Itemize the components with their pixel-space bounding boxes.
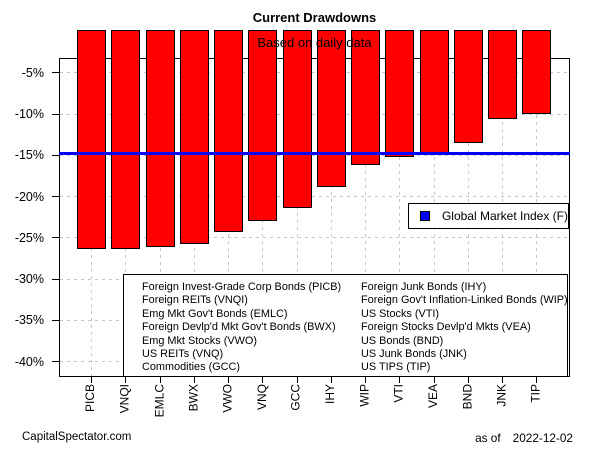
bar-ihy bbox=[316, 30, 346, 187]
bar-vnq bbox=[248, 30, 278, 221]
h-gridline bbox=[60, 196, 569, 197]
legend-square-icon bbox=[420, 211, 430, 221]
x-axis-label-ihy: IHY bbox=[323, 384, 338, 405]
x-axis-label-wip: WIP bbox=[357, 384, 372, 407]
h-gridline bbox=[60, 72, 569, 74]
y-axis-label: -30% bbox=[14, 272, 44, 286]
x-axis-label-vti: VTI bbox=[391, 384, 406, 403]
y-tick bbox=[52, 196, 59, 197]
legend-entry: Emg Mkt Gov't Bonds (EMLC) bbox=[142, 307, 288, 320]
y-axis-label: -35% bbox=[14, 313, 44, 328]
y-tick bbox=[52, 72, 59, 74]
h-gridline bbox=[60, 113, 569, 115]
bar-jnk bbox=[488, 30, 517, 120]
v-gridline bbox=[330, 59, 332, 376]
reference-legend-label: Global Market Index (F) bbox=[441, 209, 568, 223]
asset-legend-left-column: Foreign Invest-Grade Corp Bonds (PICB) Fo… bbox=[142, 281, 341, 375]
x-axis-label-vnq: VNQ bbox=[254, 384, 269, 411]
v-gridline bbox=[296, 59, 298, 376]
y-tick bbox=[52, 319, 59, 321]
legend-entry: US Stocks (VTI) bbox=[361, 307, 440, 320]
legend-entry: Foreign Devlp'd Mkt Gov't Bonds (BWX) bbox=[142, 321, 336, 334]
x-tick bbox=[262, 377, 264, 383]
y-tick bbox=[52, 154, 59, 156]
v-gridline bbox=[399, 59, 401, 376]
y-tick bbox=[52, 237, 59, 239]
as-of-date: as of 2022-12-02 bbox=[475, 431, 573, 445]
x-axis-label-vea: VEA bbox=[426, 384, 440, 409]
h-gridline bbox=[60, 154, 569, 156]
x-tick bbox=[433, 377, 435, 383]
y-axis-label: -5% bbox=[21, 65, 44, 80]
chart-title: Current Drawdowns bbox=[252, 10, 377, 25]
x-axis-label-vnqi: VNQI bbox=[117, 384, 132, 414]
legend-entry: Commodities (GCC) bbox=[142, 361, 241, 374]
y-tick bbox=[52, 278, 59, 280]
x-axis-label-emlc: EMLC bbox=[152, 384, 166, 418]
bar-wip bbox=[351, 30, 380, 165]
x-tick bbox=[193, 377, 195, 383]
x-tick bbox=[399, 377, 401, 383]
legend-entry: Foreign Junk Bonds (IHY) bbox=[361, 281, 487, 293]
y-tick bbox=[52, 361, 59, 362]
x-tick bbox=[91, 377, 92, 383]
chart-subtitle: Based on daily data bbox=[257, 35, 372, 50]
bar-emlc bbox=[145, 30, 175, 247]
asset-legend-box: Foreign Invest-Grade Corp Bonds (PICB) Fo… bbox=[123, 274, 568, 377]
legend-entry: Emg Mkt Stocks (VWO) bbox=[142, 334, 257, 347]
x-tick bbox=[330, 377, 332, 383]
x-axis-label-bwx: BWX bbox=[186, 384, 201, 412]
asset-legend-right-column: Foreign Junk Bonds (IHY) Foreign Gov't In… bbox=[361, 281, 568, 375]
y-axis-label: -25% bbox=[14, 230, 44, 245]
legend-entry: Foreign REITs (VNQI) bbox=[142, 294, 248, 307]
x-tick bbox=[502, 377, 503, 383]
legend-entry: Foreign Stocks Devlp'd Mkts (VEA) bbox=[361, 321, 531, 334]
y-axis-label: -20% bbox=[14, 189, 44, 204]
legend-entry: US TIPS (TIP) bbox=[361, 361, 431, 374]
bar-vea bbox=[419, 30, 449, 156]
x-axis-label-tip: TIP bbox=[528, 384, 543, 403]
x-axis-label-picb: PICB bbox=[83, 384, 98, 413]
x-tick bbox=[159, 377, 161, 383]
legend-entry: Foreign Gov't Inflation-Linked Bonds (WI… bbox=[361, 294, 568, 307]
as-of-label: as of bbox=[475, 431, 501, 445]
x-axis-label-vwo: VWO bbox=[220, 384, 235, 413]
y-axis-label: -40% bbox=[14, 354, 44, 369]
x-axis-label-gcc: GCC bbox=[289, 384, 303, 411]
bar-vwo bbox=[214, 30, 243, 233]
x-tick bbox=[125, 377, 127, 383]
global-market-index-line bbox=[59, 152, 570, 156]
x-tick bbox=[365, 377, 366, 383]
bar-tip bbox=[522, 30, 552, 115]
reference-legend-box: Global Market Index (F) bbox=[408, 203, 569, 229]
bar-vti bbox=[385, 30, 415, 158]
v-gridline bbox=[365, 59, 366, 376]
bar-bnd bbox=[453, 30, 483, 144]
x-tick bbox=[467, 377, 469, 383]
x-axis-label-bnd: BND bbox=[460, 384, 475, 410]
x-axis-label-jnk: JNK bbox=[494, 384, 509, 407]
y-tick bbox=[52, 113, 59, 115]
legend-entry: Foreign Invest-Grade Corp Bonds (PICB) bbox=[142, 281, 342, 293]
h-gridline bbox=[60, 237, 569, 239]
bar-gcc bbox=[282, 30, 312, 209]
legend-entry: US REITs (VNQ) bbox=[142, 348, 224, 361]
y-axis-label: -15% bbox=[14, 148, 44, 163]
x-tick bbox=[536, 377, 538, 383]
legend-entry: US Bonds (BND) bbox=[361, 334, 444, 347]
y-axis-label: -10% bbox=[14, 107, 44, 121]
bar-vnqi bbox=[111, 30, 141, 249]
legend-entry: US Junk Bonds (JNK) bbox=[361, 348, 467, 361]
x-tick bbox=[228, 377, 229, 383]
bar-bwx bbox=[179, 30, 209, 244]
source-attribution: CapitalSpectator.com bbox=[22, 431, 132, 443]
x-tick bbox=[296, 377, 298, 383]
as-of-value: 2022-12-02 bbox=[512, 431, 573, 445]
bar-picb bbox=[77, 30, 106, 249]
